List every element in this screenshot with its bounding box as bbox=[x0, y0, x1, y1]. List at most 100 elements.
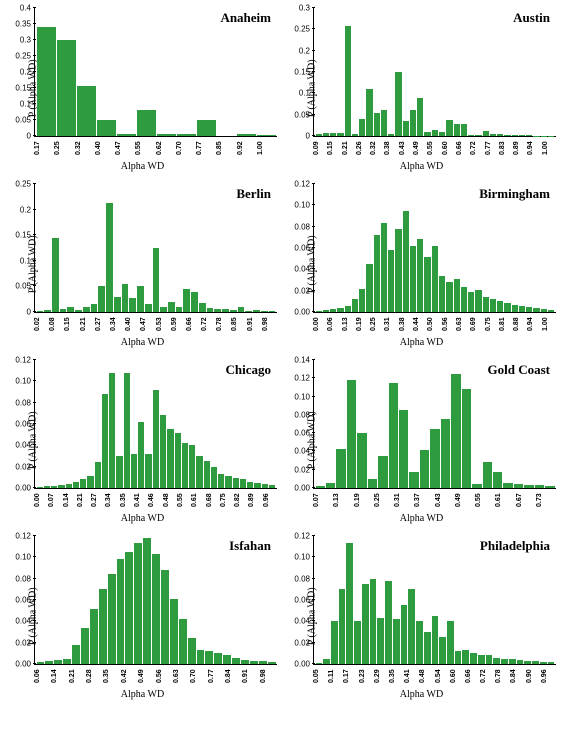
bar bbox=[478, 655, 485, 664]
x-tick-label: 0.66 bbox=[456, 137, 470, 161]
bar bbox=[403, 121, 409, 136]
plot-area: 0.000.020.040.060.080.100.12 bbox=[34, 536, 277, 665]
bar bbox=[385, 581, 392, 664]
bar bbox=[503, 483, 512, 488]
bar bbox=[316, 311, 322, 312]
x-tick-label: 0.27 bbox=[91, 489, 105, 513]
x-tick-label: 0.15 bbox=[327, 137, 341, 161]
bar bbox=[67, 307, 74, 312]
bar bbox=[461, 287, 467, 312]
y-tick-label: 0.25 bbox=[15, 180, 31, 189]
y-tick-label: 0.12 bbox=[15, 356, 31, 365]
bar bbox=[44, 310, 51, 312]
bar bbox=[77, 86, 96, 136]
x-tick-label: 0.50 bbox=[427, 313, 441, 337]
y-tick-label: 0.12 bbox=[294, 180, 310, 189]
x-axis-label: Alpha WD bbox=[8, 513, 277, 524]
x-tick-label: 0.09 bbox=[313, 137, 327, 161]
bar bbox=[462, 389, 471, 488]
bar bbox=[316, 134, 322, 136]
y-tick-label: 0.02 bbox=[15, 638, 31, 647]
bar bbox=[134, 543, 142, 664]
bar bbox=[269, 311, 276, 312]
bar bbox=[240, 479, 246, 488]
y-tick-label: 0.2 bbox=[20, 68, 31, 77]
bar bbox=[269, 485, 275, 488]
y-tick-label: 0.00 bbox=[15, 660, 31, 669]
y-tick-label: 0.12 bbox=[294, 532, 310, 541]
x-tick-label: 0.96 bbox=[263, 489, 277, 513]
x-tick-label: 0.06 bbox=[34, 665, 51, 689]
bar bbox=[389, 383, 398, 488]
bar bbox=[432, 616, 439, 664]
bar bbox=[52, 238, 59, 312]
y-tick-label: 0.1 bbox=[299, 89, 310, 98]
plot-area: 0.000.020.040.060.080.100.12 bbox=[313, 184, 556, 313]
bar bbox=[122, 284, 129, 312]
y-tick-label: 0.35 bbox=[15, 20, 31, 29]
y-tick-label: 0.00 bbox=[15, 484, 31, 493]
x-tick-label: 0.83 bbox=[499, 137, 513, 161]
bar bbox=[80, 479, 86, 488]
panel-isfahan: IsfahanP (Alpha WD)0.000.020.040.060.080… bbox=[8, 536, 277, 700]
panel-birmingham: BirminghamP (Alpha WD)0.000.020.040.060.… bbox=[287, 184, 556, 348]
bar bbox=[370, 579, 377, 664]
plot-area: 00.050.10.150.20.250.3 bbox=[313, 8, 556, 137]
x-tick-label: 0.34 bbox=[110, 313, 125, 337]
bar bbox=[191, 292, 198, 312]
bar bbox=[395, 72, 401, 136]
bar bbox=[366, 89, 372, 136]
bar bbox=[250, 661, 258, 664]
bar bbox=[83, 307, 90, 312]
x-tick-label: 0.35 bbox=[389, 665, 404, 689]
x-tick-label: 0.92 bbox=[237, 137, 257, 161]
bar bbox=[548, 310, 554, 312]
bar bbox=[205, 651, 213, 664]
bar bbox=[91, 304, 98, 312]
bar bbox=[176, 307, 183, 312]
x-tick-label: 0.34 bbox=[105, 489, 119, 513]
x-ticks: 0.000.060.130.190.250.310.380.440.500.56… bbox=[313, 313, 556, 337]
x-tick-label: 0.78 bbox=[216, 313, 231, 337]
bar bbox=[451, 374, 460, 488]
y-tick-label: 0.05 bbox=[15, 116, 31, 125]
x-tick-label: 0.37 bbox=[414, 489, 434, 513]
x-tick-label: 0.72 bbox=[480, 665, 495, 689]
panel-austin: AustinP (Alpha WD)00.050.10.150.20.250.3… bbox=[287, 8, 556, 172]
x-tick-label: 0.28 bbox=[86, 665, 103, 689]
bar bbox=[114, 297, 121, 312]
bar bbox=[168, 302, 175, 312]
bar bbox=[493, 658, 500, 664]
bar bbox=[214, 309, 221, 312]
x-tick-label: 0.11 bbox=[328, 665, 343, 689]
y-tick-label: 0.06 bbox=[15, 420, 31, 429]
x-tick-label: 0.40 bbox=[125, 313, 140, 337]
bar bbox=[60, 309, 67, 312]
x-tick-label: 0.40 bbox=[95, 137, 115, 161]
y-tick-label: 0.10 bbox=[15, 377, 31, 386]
bar bbox=[408, 589, 415, 664]
x-tick-label: 0.49 bbox=[138, 665, 155, 689]
bar bbox=[225, 476, 231, 488]
y-tick-label: 0.04 bbox=[15, 441, 31, 450]
x-tick-label: 0.96 bbox=[541, 665, 556, 689]
y-tick-label: 0.04 bbox=[294, 447, 310, 456]
bar bbox=[223, 655, 231, 664]
bar bbox=[378, 456, 387, 488]
x-tick-label: 0.19 bbox=[354, 489, 374, 513]
y-ticks: 0.000.020.040.060.080.100.12 bbox=[288, 184, 312, 312]
x-tick-label: 0.41 bbox=[404, 665, 419, 689]
bar bbox=[323, 133, 329, 136]
y-tick-label: 0 bbox=[306, 132, 310, 141]
x-tick-label: 0.69 bbox=[470, 313, 484, 337]
bar bbox=[330, 309, 336, 312]
bar bbox=[106, 203, 113, 312]
x-tick-label: 0.49 bbox=[455, 489, 475, 513]
x-tick-label: 0.60 bbox=[450, 665, 465, 689]
bar bbox=[493, 472, 502, 488]
x-tick-label: 0.21 bbox=[77, 489, 91, 513]
x-tick-label: 0.55 bbox=[177, 489, 191, 513]
bar bbox=[330, 133, 336, 136]
bar bbox=[160, 415, 166, 488]
x-tick-label: 0.41 bbox=[134, 489, 148, 513]
